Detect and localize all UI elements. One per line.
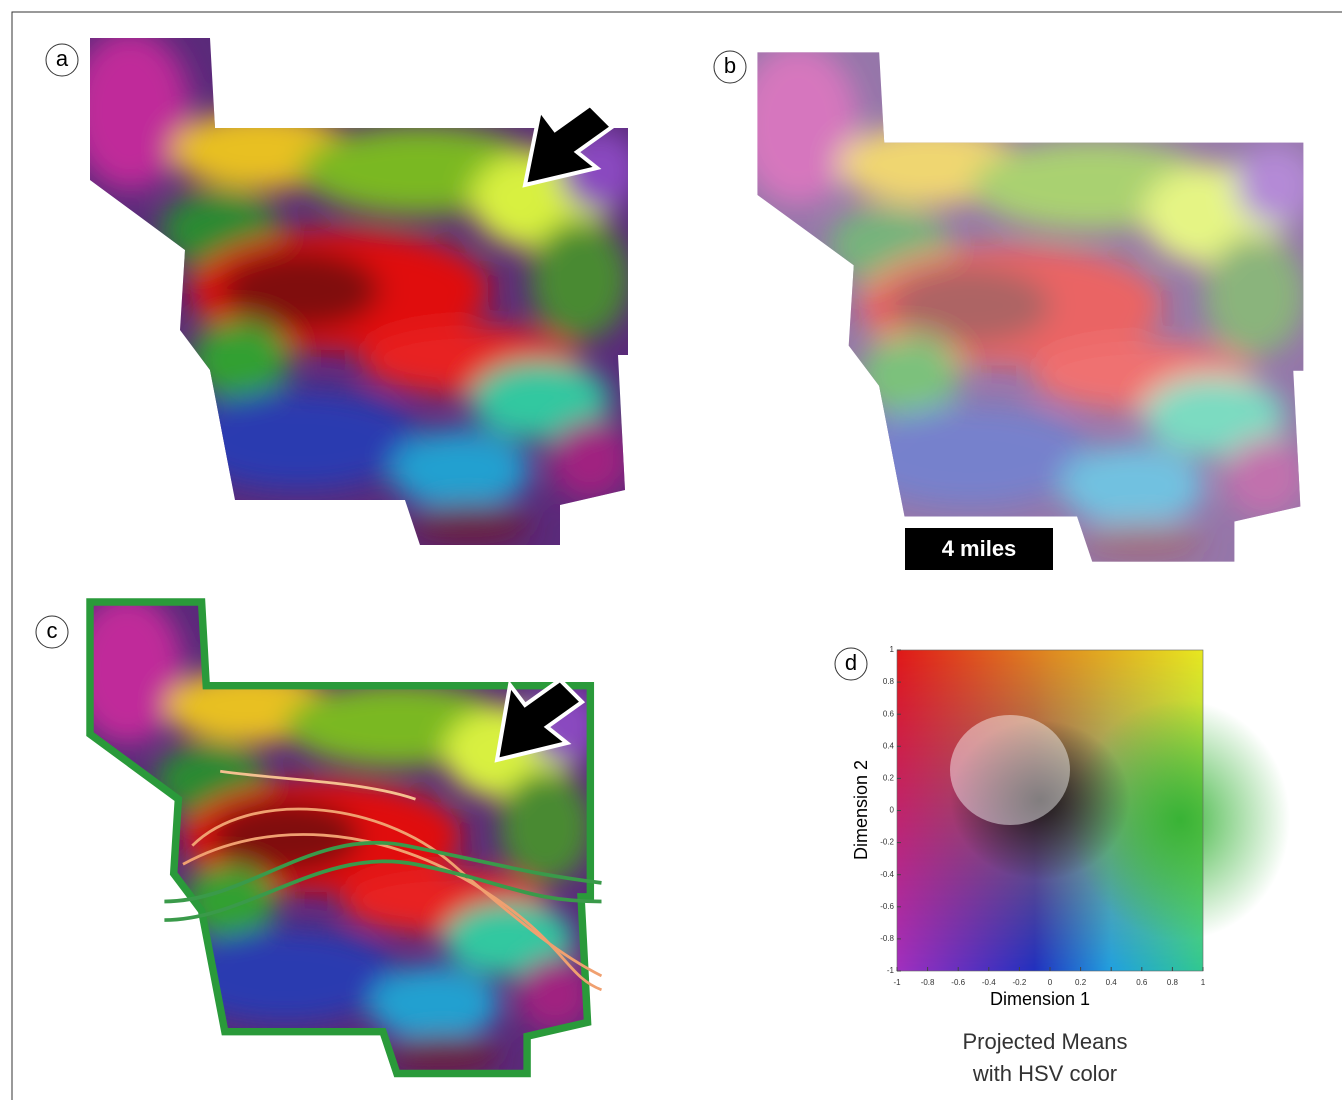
- y-tick-label: -0.8: [880, 934, 894, 943]
- shape: [950, 715, 1070, 825]
- map-b: [737, 44, 1316, 567]
- y-tick-label: 0.8: [883, 677, 895, 686]
- y-tick-label: -0.4: [880, 870, 894, 879]
- y-tick-label: -1: [887, 966, 895, 975]
- y-tick-label: 0.4: [883, 741, 895, 750]
- panel-label: c: [47, 618, 58, 643]
- y-axis-label: Dimension 2: [851, 760, 871, 860]
- shape: [747, 44, 1315, 567]
- y-tick-label: -0.6: [880, 902, 894, 911]
- x-tick-label: 0.8: [1167, 978, 1179, 987]
- caption: Projected Means: [962, 1029, 1127, 1054]
- x-axis-label: Dimension 1: [990, 989, 1090, 1009]
- x-tick-label: 1: [1201, 978, 1206, 987]
- x-tick-label: -0.6: [951, 978, 965, 987]
- panel-label: d: [845, 650, 857, 675]
- point-cloud: [897, 650, 1290, 971]
- x-tick-label: 0: [1048, 978, 1053, 987]
- panel-label: b: [724, 53, 736, 78]
- x-tick-label: -1: [893, 978, 901, 987]
- x-tick-label: 0.2: [1075, 978, 1087, 987]
- x-tick-label: -0.8: [921, 978, 935, 987]
- x-tick-label: -0.2: [1013, 978, 1027, 987]
- y-tick-label: 0.6: [883, 709, 895, 718]
- y-tick-label: 0.2: [883, 774, 895, 783]
- x-tick-label: -0.4: [982, 978, 996, 987]
- y-tick-label: -0.2: [880, 838, 894, 847]
- x-tick-label: 0.6: [1136, 978, 1148, 987]
- scale-label: 4 miles: [942, 536, 1017, 561]
- map-a: [70, 30, 640, 550]
- map-c: [71, 595, 601, 1079]
- caption: with HSV color: [972, 1061, 1117, 1086]
- x-tick-label: 0.4: [1106, 978, 1118, 987]
- y-tick-label: 1: [890, 645, 895, 654]
- y-tick-label: 0: [890, 806, 895, 815]
- figure: a b 4 miles c d -1 -0.8 -0.6 -0.4 -0.2 0 0.2 0.…: [0, 0, 1342, 1107]
- panel-label: a: [56, 46, 69, 71]
